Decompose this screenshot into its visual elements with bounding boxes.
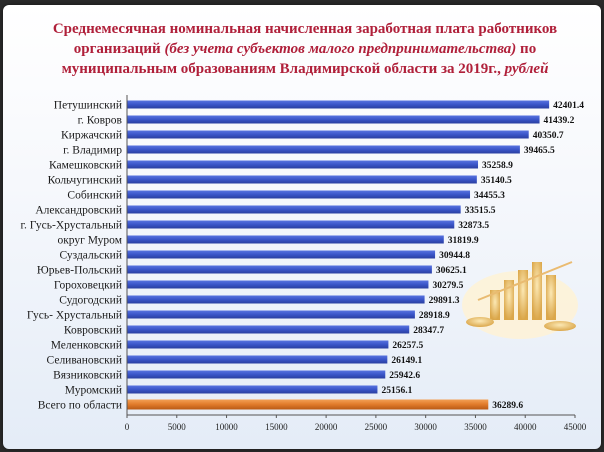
value-label-18: 25942.6 [389, 371, 420, 381]
value-label-14: 28918.9 [419, 311, 450, 321]
category-label-7: Александровский [35, 205, 122, 217]
title-line-2-suffix: по [516, 41, 537, 57]
category-label-18: Вязниковский [53, 370, 122, 382]
bar-20 [127, 399, 489, 410]
x-tick-label-4: 20000 [315, 422, 338, 432]
category-label-1: г. Ковров [78, 115, 123, 127]
value-label-0: 42401.4 [553, 101, 584, 111]
title-line-3-prefix: муниципальным образованиям Владимирской … [61, 61, 501, 77]
x-tick-label-0: 0 [125, 422, 130, 432]
chart-title: Среднемесячная номинальная начисленная з… [13, 19, 597, 79]
bar-10 [127, 250, 436, 259]
x-tick-label-3: 15000 [265, 422, 288, 432]
bar-0 [127, 100, 550, 109]
x-tick-label-6: 30000 [414, 422, 437, 432]
bar-6 [127, 190, 471, 199]
bar-15 [127, 325, 410, 334]
category-label-4: Камешковский [49, 160, 122, 172]
x-tick-label-2: 10000 [215, 422, 238, 432]
value-label-3: 39465.5 [524, 146, 555, 156]
value-label-8: 32873.5 [458, 221, 489, 231]
bar-14 [127, 310, 415, 319]
bar-8 [127, 220, 455, 229]
bar-5 [127, 175, 477, 184]
category-label-3: г. Владимир [63, 145, 122, 157]
category-label-5: Кольчугинский [48, 175, 122, 187]
category-label-16: Меленковский [51, 340, 122, 352]
value-label-7: 33515.5 [465, 206, 496, 216]
category-label-2: Киржачский [61, 130, 122, 142]
gold-coins-chart-icon [462, 261, 578, 339]
x-tick-label-9: 45000 [564, 422, 587, 432]
title-line-2-prefix: организаций [73, 41, 165, 57]
category-label-6: Собинский [67, 190, 122, 202]
title-line-2: организаций (без учета субъектов малого … [13, 39, 597, 59]
value-label-11: 30625.1 [436, 266, 467, 276]
value-label-15: 28347.7 [413, 326, 444, 336]
x-tick-label-5: 25000 [365, 422, 388, 432]
bar-18 [127, 370, 386, 379]
category-label-10: Суздальский [59, 250, 122, 262]
title-line-3: муниципальным образованиям Владимирской … [13, 59, 597, 79]
bar-11 [127, 265, 432, 274]
category-label-20: Всего по области [38, 400, 122, 412]
category-label-13: Судогодский [59, 295, 122, 307]
value-label-1: 41439.2 [544, 116, 575, 126]
title-line-1: Среднемесячная номинальная начисленная з… [52, 21, 558, 37]
value-label-19: 25156.1 [381, 386, 412, 396]
category-label-11: Юрьев-Польский [37, 265, 122, 277]
bar-7 [127, 205, 461, 214]
title-line-2-italic: (без учета субъектов малого предпринимат… [164, 41, 517, 57]
bar-1 [127, 115, 540, 124]
value-label-17: 26149.1 [391, 356, 422, 366]
bar-16 [127, 340, 389, 349]
bar-4 [127, 160, 479, 169]
title-line-3-italic: рублей [500, 61, 549, 77]
bar-3 [127, 145, 520, 154]
category-label-15: Ковровский [64, 325, 122, 337]
bar-17 [127, 355, 388, 364]
value-label-10: 30944.8 [439, 251, 470, 261]
category-label-8: г. Гусь-Хрустальный [21, 220, 122, 232]
value-label-6: 34455.3 [474, 191, 505, 201]
value-label-2: 40350.7 [533, 131, 564, 141]
bar-19 [127, 385, 378, 394]
bar-9 [127, 235, 444, 244]
bar-12 [127, 280, 429, 289]
bars-layer: Петушинский 42401.4 г. Ковров 41439.2 Киржач… [21, 100, 585, 412]
value-label-13: 29891.3 [429, 296, 460, 306]
x-tick-label-1: 5000 [168, 422, 187, 432]
value-label-20: 36289.6 [492, 401, 523, 411]
x-tick-label-7: 35000 [464, 422, 487, 432]
category-label-19: Муромский [65, 385, 122, 397]
value-label-9: 31819.9 [448, 236, 479, 246]
value-label-16: 26257.5 [392, 341, 423, 351]
category-label-12: Гороховецкий [54, 280, 122, 292]
bar-13 [127, 295, 425, 304]
value-label-4: 35258.9 [482, 161, 513, 171]
value-label-12: 30279.5 [432, 281, 463, 291]
value-label-5: 35140.5 [481, 176, 512, 186]
bar-2 [127, 130, 529, 139]
category-label-9: округ Муром [57, 235, 122, 247]
x-axis: 0 5000 10000 15000 20000 25000 30000 35000 40000… [125, 95, 587, 432]
category-label-14: Гусь- Хрустальный [27, 310, 122, 322]
x-tick-label-8: 40000 [514, 422, 537, 432]
category-label-17: Селивановский [47, 355, 122, 367]
category-label-0: Петушинский [54, 100, 122, 112]
